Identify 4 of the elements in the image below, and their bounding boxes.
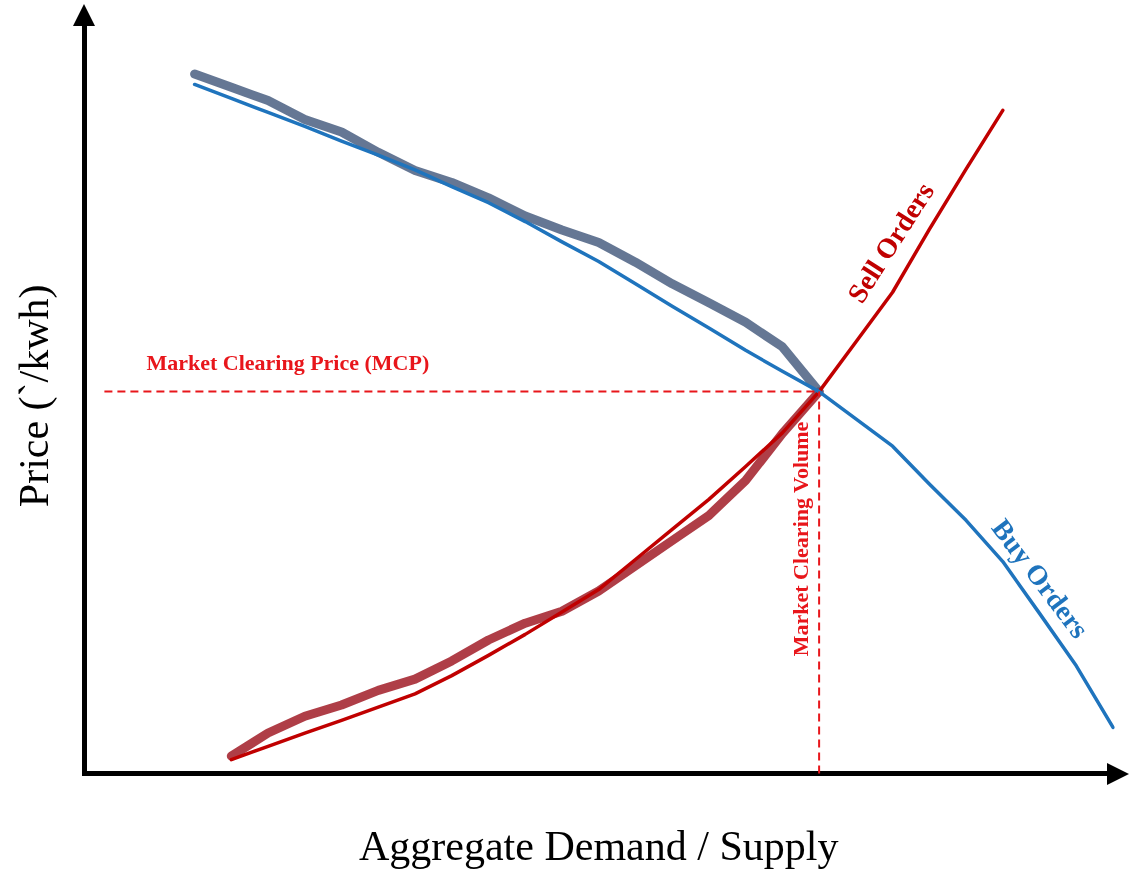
x-axis-title: Aggregate Demand / Supply [359,822,839,869]
annotation: Market Clearing Volume [787,421,813,657]
y-axis-title: Price (`/kwh) [11,284,59,508]
ref-line-label: Market Clearing Price (MCP) [146,350,430,376]
